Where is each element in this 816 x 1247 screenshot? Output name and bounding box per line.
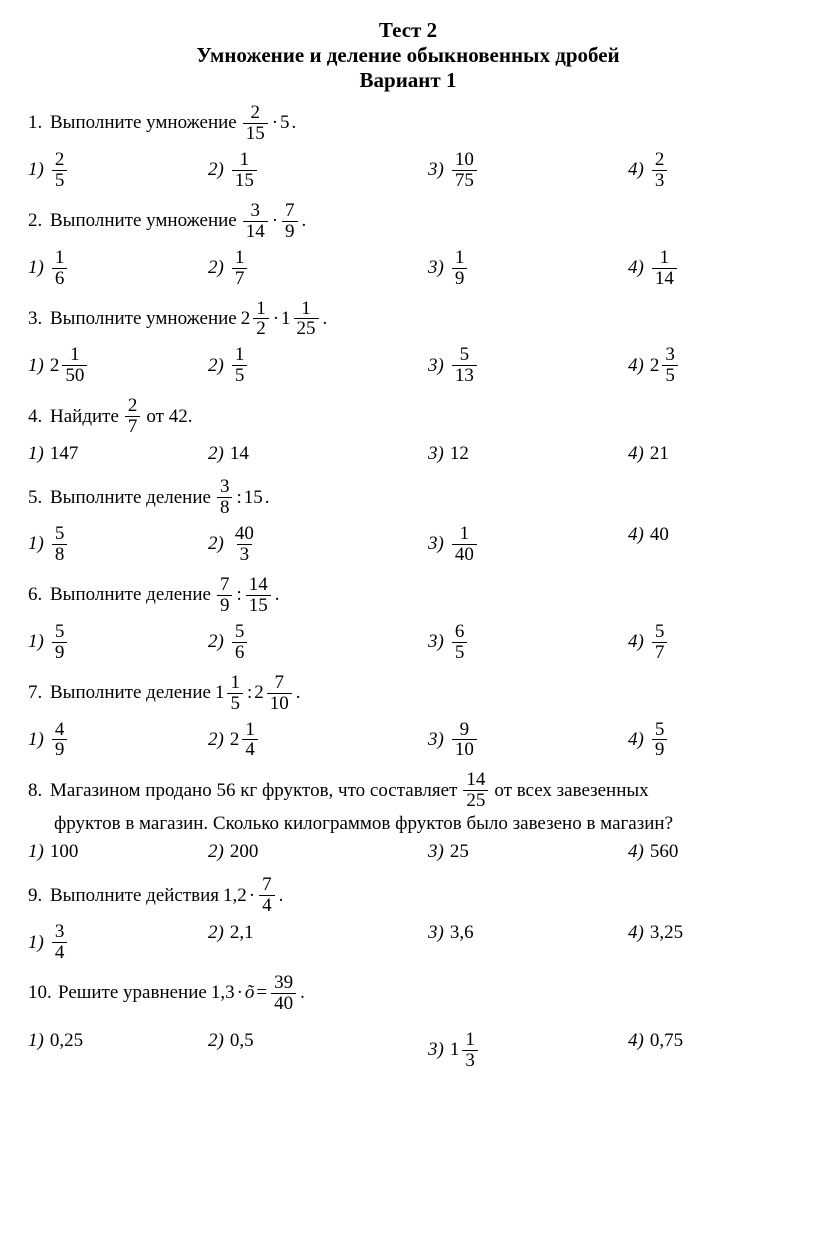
answer-4: 4)57	[628, 622, 669, 663]
problem-number: 8.	[28, 780, 50, 802]
answer-3: 3)140	[428, 524, 479, 565]
answer-2: 2)14	[208, 443, 249, 465]
answer-2: 2)200	[208, 841, 258, 863]
problem-text: Выполните действия	[50, 885, 219, 907]
answer-1: 1)147	[28, 443, 78, 465]
problem-text: Решите уравнение	[58, 982, 207, 1004]
problem-5: 5. Выполните деление 38 : 15 . 1)58 2)40…	[28, 477, 788, 565]
problem-text: Магазином продано 56 кг фруктов, что сос…	[50, 780, 457, 802]
answer-4: 4)59	[628, 720, 669, 761]
problem-6: 6. Выполните деление 79 : 1415 . 1)59 2)…	[28, 575, 788, 663]
title-line-2: Умножение и деление обыкновенных дробей	[28, 43, 788, 68]
answers-row: 1) 25 2) 115 3) 1075 4) 23	[28, 150, 788, 191]
problem-2: 2. Выполните умножение 314 · 79 . 1)16 2…	[28, 201, 788, 289]
fraction: 2 15	[243, 103, 268, 144]
answer-4: 4) 23	[628, 150, 669, 191]
problem-number: 7.	[28, 682, 50, 704]
problem-text: Выполните деление	[50, 682, 211, 704]
problem-3: 3. Выполните умножение 212 · 1125 . 1)21…	[28, 299, 788, 387]
answer-3: 3)25	[428, 841, 469, 863]
answer-1: 1)2150	[28, 345, 89, 386]
answer-1: 1)0,25	[28, 1030, 83, 1052]
answer-3: 3)12	[428, 443, 469, 465]
problem-number: 3.	[28, 308, 50, 330]
answer-2: 2)15	[208, 345, 249, 386]
answer-2: 2)17	[208, 248, 249, 289]
answer-1: 1)34	[28, 922, 69, 963]
answer-2: 2)56	[208, 622, 249, 663]
problem-text: Выполните умножение	[50, 308, 237, 330]
answer-3: 3)910	[428, 720, 479, 761]
title-line-1: Тест 2	[28, 18, 788, 43]
problem-1: 1. Выполните умножение 2 15 · 5 . 1) 25 …	[28, 103, 788, 191]
problem-text: Выполните умножение	[50, 112, 237, 134]
answer-3: 3) 1075	[428, 150, 479, 191]
answer-3: 3)19	[428, 248, 469, 289]
problem-text: Выполните деление	[50, 584, 211, 606]
answer-2: 2) 115	[208, 150, 259, 191]
problem-8: 8. Магазином продано 56 кг фруктов, что …	[28, 770, 788, 865]
problem-number: 5.	[28, 487, 50, 509]
problem-text-continued: фруктов в магазин. Сколько килограммов ф…	[28, 813, 788, 835]
problem-text: Выполните деление	[50, 487, 211, 509]
problem-text: Выполните умножение	[50, 210, 237, 232]
problem-9: 9. Выполните действия 1,2 · 74 . 1)34 2)…	[28, 875, 788, 963]
problem-4: 4. Найдите 27 от 42. 1)147 2)14 3)12 4)2…	[28, 396, 788, 467]
headings: Тест 2 Умножение и деление обыкновенных …	[28, 18, 788, 93]
problem-10: 10. Решите уравнение 1,3 · õ = 3940 . 1)…	[28, 973, 788, 1071]
answer-3: 3)3,6	[428, 922, 474, 944]
problem-number: 4.	[28, 406, 50, 428]
answer-4: 4)3,25	[628, 922, 683, 944]
answer-4: 4)114	[628, 248, 679, 289]
answer-2: 2)0,5	[208, 1030, 254, 1052]
answer-4: 4)21	[628, 443, 669, 465]
problem-number: 9.	[28, 885, 50, 907]
answer-1: 1)58	[28, 524, 69, 565]
answer-2: 2)403	[208, 524, 259, 565]
problem-number: 2.	[28, 210, 50, 232]
problem-number: 6.	[28, 584, 50, 606]
answer-3: 3)113	[428, 1030, 480, 1071]
answer-2: 2)2,1	[208, 922, 254, 944]
problem-text: Найдите	[50, 406, 119, 428]
answer-1: 1)16	[28, 248, 69, 289]
answer-3: 3)513	[428, 345, 479, 386]
problem-number: 1.	[28, 112, 50, 134]
title-line-3: Вариант 1	[28, 68, 788, 93]
answer-1: 1) 25	[28, 150, 69, 191]
answer-2: 2)214	[208, 720, 260, 761]
answer-1: 1)100	[28, 841, 78, 863]
answer-4: 4)0,75	[628, 1030, 683, 1052]
answer-1: 1)49	[28, 720, 69, 761]
problem-number: 10.	[28, 982, 58, 1004]
problem-7: 7. Выполните деление 115 : 2710 . 1)49 2…	[28, 673, 788, 761]
answer-4: 4)560	[628, 841, 678, 863]
answer-1: 1)59	[28, 622, 69, 663]
answer-4: 4)40	[628, 524, 669, 546]
answer-4: 4)235	[628, 345, 680, 386]
answer-3: 3)65	[428, 622, 469, 663]
